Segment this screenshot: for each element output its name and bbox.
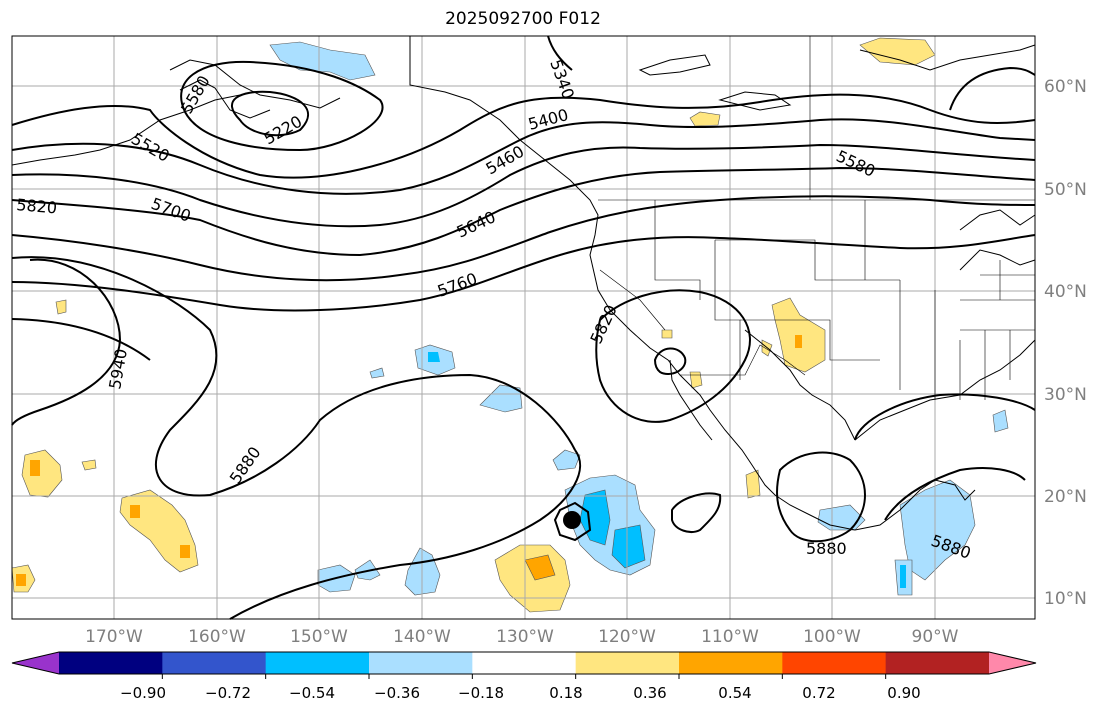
anomaly-shading: [11, 37, 1009, 613]
colorbar-extend-low: [12, 652, 59, 674]
colorbar-segment: [369, 652, 473, 674]
lon-label: 90°W: [912, 627, 959, 647]
colorbar-segment: [679, 652, 783, 674]
map-title: 2025092700 F012: [445, 9, 601, 29]
lat-label: 50°N: [1044, 180, 1087, 200]
contour-label: 5880: [806, 539, 847, 558]
colorbar-tick-label: 0.90: [887, 684, 920, 702]
tropical-cyclone-marker: [553, 501, 592, 542]
colorbar-tick-label: 0.36: [633, 684, 666, 702]
colorbar-tick-label: 0.18: [549, 684, 582, 702]
lon-label: 110°W: [701, 627, 759, 647]
colorbar-outline: [11, 651, 1037, 675]
colorbar-segment: [575, 652, 680, 674]
colorbar-tick-label: −0.36: [374, 684, 420, 702]
political-borders: [598, 36, 1035, 400]
colorbar-segment: [782, 652, 887, 674]
map-frame: [11, 35, 1036, 620]
graticule: [12, 36, 1035, 619]
lat-label: 10°N: [1044, 589, 1087, 609]
colorbar-segment: [885, 652, 990, 674]
lat-label: 60°N: [1044, 77, 1087, 97]
colorbar-extend-high: [989, 652, 1036, 674]
lon-label: 140°W: [393, 627, 451, 647]
lon-label: 170°W: [85, 627, 143, 647]
lon-label: 160°W: [188, 627, 246, 647]
colorbar-tick-label: −0.90: [120, 684, 166, 702]
colorbar-segment: [265, 652, 370, 674]
colorbar-tick-label: −0.18: [458, 684, 504, 702]
latitude-labels: 60°N 50°N 40°N 30°N 20°N 10°N: [1044, 77, 1087, 609]
lat-label: 40°N: [1044, 282, 1087, 302]
colorbar-tick-label: −0.54: [289, 684, 335, 702]
colorbar-tick-label: 0.72: [802, 684, 835, 702]
lat-label: 30°N: [1044, 385, 1087, 405]
colorbar-tick-label: 0.54: [718, 684, 751, 702]
colorbar: [11, 651, 1037, 679]
lon-label: 100°W: [803, 627, 861, 647]
colorbar-tick-label: −0.72: [205, 684, 251, 702]
colorbar-labels: −0.90 −0.72 −0.54 −0.36 −0.18 0.18 0.36 …: [120, 684, 921, 702]
colorbar-segment: [59, 652, 163, 674]
contour-label: 5820: [16, 195, 58, 217]
longitude-labels: 170°W 160°W 150°W 140°W 130°W 120°W 110°…: [85, 627, 959, 647]
lat-label: 20°N: [1044, 487, 1087, 507]
lon-label: 120°W: [598, 627, 656, 647]
colorbar-segment: [472, 652, 577, 674]
height-contours: [11, 35, 1036, 620]
lon-label: 130°W: [496, 627, 554, 647]
colorbar-segment: [162, 652, 267, 674]
lon-label: 150°W: [290, 627, 348, 647]
